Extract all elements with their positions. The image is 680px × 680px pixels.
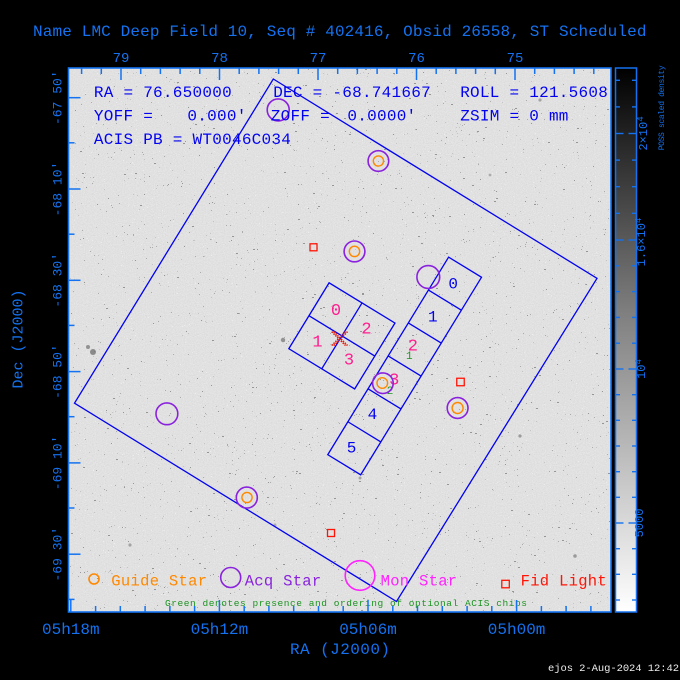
svg-text:0.0000': 0.0000' <box>347 108 416 126</box>
svg-text:2: 2 <box>361 321 371 340</box>
svg-text:77: 77 <box>310 51 327 67</box>
svg-text:79: 79 <box>113 51 130 67</box>
svg-text:Dec (J2000): Dec (J2000) <box>11 289 28 388</box>
svg-text:RA = 76.650000: RA = 76.650000 <box>94 84 232 102</box>
svg-text:05h12m: 05h12m <box>191 621 249 639</box>
svg-text:2×104: 2×104 <box>636 116 651 150</box>
svg-text:Name LMC Deep Field 10, Seq #: Name LMC Deep Field 10, Seq # 402416, Ob… <box>33 23 647 41</box>
svg-text:5: 5 <box>347 440 357 458</box>
svg-text:5000: 5000 <box>633 509 647 538</box>
svg-text:ejos 2-Aug-2024 12:42: ejos 2-Aug-2024 12:42 <box>548 663 679 675</box>
svg-text:1: 1 <box>428 309 438 327</box>
svg-text:76: 76 <box>408 51 425 67</box>
svg-text:Mon Star: Mon Star <box>381 573 458 591</box>
svg-text:0: 0 <box>331 302 341 321</box>
svg-text:RA (J2000): RA (J2000) <box>290 641 390 659</box>
svg-text:3: 3 <box>344 352 354 371</box>
svg-text:0.000': 0.000' <box>187 108 246 126</box>
svg-text:05h06m: 05h06m <box>339 621 397 639</box>
svg-text:ZOFF =: ZOFF = <box>271 108 330 126</box>
svg-text:2: 2 <box>408 337 418 356</box>
svg-text:2: 2 <box>387 386 394 398</box>
svg-text:1: 1 <box>406 351 413 363</box>
svg-text:-69 10': -69 10' <box>51 436 66 491</box>
svg-text:-68 10': -68 10' <box>51 162 66 217</box>
svg-text:Guide Star: Guide Star <box>111 573 207 591</box>
svg-text:05h18m: 05h18m <box>42 621 100 639</box>
svg-text:0: 0 <box>448 275 458 293</box>
svg-text:-67 50': -67 50' <box>51 70 66 125</box>
svg-text:POSS scaled density: POSS scaled density <box>658 65 667 150</box>
svg-text:Acq Star: Acq Star <box>245 573 322 591</box>
svg-text:ACIS PB = WT0046C034: ACIS PB = WT0046C034 <box>94 131 291 149</box>
svg-text:ZSIM = 0 mm: ZSIM = 0 mm <box>460 108 568 126</box>
svg-text:4: 4 <box>368 406 378 424</box>
svg-text:1: 1 <box>312 334 322 353</box>
svg-text:Green denotes presence and ord: Green denotes presence and ordering of o… <box>165 598 528 609</box>
svg-text:3: 3 <box>389 372 399 391</box>
svg-text:Fid Light: Fid Light <box>521 573 607 591</box>
svg-text:05h00m: 05h00m <box>488 621 546 639</box>
svg-text:-68 50': -68 50' <box>51 344 66 399</box>
svg-text:ROLL = 121.5608: ROLL = 121.5608 <box>460 84 608 102</box>
svg-text:YOFF =: YOFF = <box>94 108 153 126</box>
svg-text:1.6×104: 1.6×104 <box>634 218 649 267</box>
svg-text:-69 30': -69 30' <box>51 527 66 582</box>
svg-text:DEC = -68.741667: DEC = -68.741667 <box>273 84 431 102</box>
svg-text:75: 75 <box>507 51 524 67</box>
svg-text:78: 78 <box>211 51 228 67</box>
svg-text:-68 30': -68 30' <box>51 253 66 308</box>
